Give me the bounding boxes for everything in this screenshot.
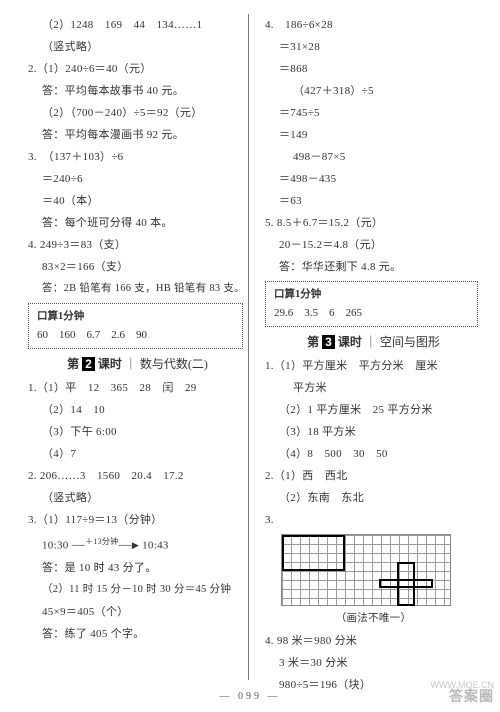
- answer-line: 答：2B 铅笔有 166 支，HB 铅笔有 83 支。: [28, 278, 247, 300]
- arrow-line: 10:30 ──＋13分钟──▶ 10:43: [28, 531, 247, 557]
- text-line: 3. （137＋103）÷6: [28, 146, 247, 168]
- text-line: 45×9＝405（个）: [28, 601, 247, 623]
- answer-line: 答：是 10 时 43 分了。: [28, 557, 247, 579]
- title-part: 课时: [98, 357, 122, 371]
- answer-line: 答：练了 405 个字。: [28, 623, 247, 645]
- text-line: ＝498－435: [265, 168, 482, 190]
- grid-shape: [282, 535, 345, 571]
- left-column: （2）1248 169 44 134……1 （竖式略） 2.（1）240÷6＝4…: [28, 14, 255, 672]
- text-line: （427＋318）÷5: [265, 80, 482, 102]
- text-line: 498－87×5: [265, 146, 482, 168]
- title-part: 课时: [338, 335, 362, 349]
- text-line: 3 米＝30 分米: [265, 652, 482, 674]
- title-suffix: ｜ 空间与图形: [365, 335, 440, 349]
- text-line: 2.（1）西 西北: [265, 465, 482, 487]
- arrow-icon: ──▶: [118, 540, 139, 550]
- text-line: 1.（1）平 12 365 28 闰 29: [28, 377, 247, 399]
- grid-shape: [379, 579, 433, 588]
- text-line: ＝240÷6: [28, 168, 247, 190]
- text-line: ＝31×28: [265, 36, 482, 58]
- box-content: 29.6 3.5 6 265: [274, 304, 469, 322]
- text-line: 平方米: [265, 377, 482, 399]
- arrow-label: ＋13分钟: [85, 537, 119, 546]
- text-line: 4. 98 米＝980 分米: [265, 630, 482, 652]
- text-line: ＝63: [265, 190, 482, 212]
- text-line: ＝745÷5: [265, 102, 482, 124]
- text-line: （2）11 时 15 分－10 时 30 分＝45 分钟: [28, 579, 247, 601]
- title-part: 第: [67, 357, 79, 371]
- text-line: （2）1248 169 44 134……1: [28, 14, 247, 36]
- text-line: 2.（1）240÷6＝40（元）: [28, 58, 247, 80]
- column-divider: [248, 14, 249, 680]
- title-num-icon: 3: [322, 335, 335, 349]
- time-start: 10:30: [42, 540, 69, 552]
- text-line: ＝149: [265, 124, 482, 146]
- arrow-icon: ──: [72, 540, 85, 550]
- title-part: 第: [307, 335, 319, 349]
- text-line: （竖式略）: [28, 36, 247, 58]
- text-line: （2）1 平方厘米 25 平方分米: [265, 399, 482, 421]
- text-line: （2）14 10: [28, 399, 247, 421]
- answer-line: 答：平均每本故事书 40 元。: [28, 80, 247, 102]
- text-line: （4）8 500 30 50: [265, 443, 482, 465]
- text-line: 20－15.2＝4.8（元）: [265, 234, 482, 256]
- text-line: （3）18 平方米: [265, 421, 482, 443]
- box-title: 口算1分钟: [274, 286, 469, 304]
- text-line: （4）7: [28, 443, 247, 465]
- page-number: — 099 —: [0, 691, 500, 702]
- answer-line: 答：平均每本漫画书 92 元。: [28, 124, 247, 146]
- title-num-icon: 2: [82, 357, 95, 371]
- mental-math-box: 口算1分钟 60 160 6.7 2.6 90: [28, 303, 243, 349]
- text-line: ＝868: [265, 58, 482, 80]
- watermark-main: 答案圈: [449, 686, 494, 706]
- section-title: 第 2 课时 ｜ 数与代数(二): [28, 355, 247, 372]
- answer-line: 答：华华还剩下 4.8 元。: [265, 256, 482, 278]
- text-line: 4. 186÷6×28: [265, 14, 482, 36]
- text-line: 3.: [265, 509, 482, 531]
- box-content: 60 160 6.7 2.6 90: [37, 326, 234, 344]
- right-column: 4. 186÷6×28 ＝31×28 ＝868 （427＋318）÷5 ＝745…: [255, 14, 482, 672]
- text-line: （2）（700－240）÷5＝92（元）: [28, 102, 247, 124]
- text-line: 5. 8.5＋6.7＝15.2（元）: [265, 212, 482, 234]
- text-line: 2. 206……3 1560 20.4 17.2: [28, 465, 247, 487]
- text-line: （3）下午 6:00: [28, 421, 247, 443]
- time-end: 10:43: [142, 540, 169, 552]
- text-line: 1.（1）平方厘米 平方分米 厘米: [265, 355, 482, 377]
- section-title: 第 3 课时 ｜ 空间与图形: [265, 333, 482, 350]
- text-line: 83×2＝166（支）: [28, 256, 247, 278]
- answer-line: 答：每个班可分得 40 本。: [28, 212, 247, 234]
- text-line: ＝40（本）: [28, 190, 247, 212]
- grid-figure: [281, 534, 451, 606]
- text-line: 3.（1）117÷9＝13（分钟）: [28, 509, 247, 531]
- text-line: （2）东南 东北: [265, 487, 482, 509]
- title-suffix: ｜ 数与代数(二): [125, 357, 208, 371]
- text-line: 4. 249÷3＝83（支）: [28, 234, 247, 256]
- mental-math-box: 口算1分钟 29.6 3.5 6 265: [265, 281, 478, 327]
- figure-note: （画法不唯一）: [265, 608, 482, 630]
- box-title: 口算1分钟: [37, 308, 234, 326]
- text-line: （竖式略）: [28, 487, 247, 509]
